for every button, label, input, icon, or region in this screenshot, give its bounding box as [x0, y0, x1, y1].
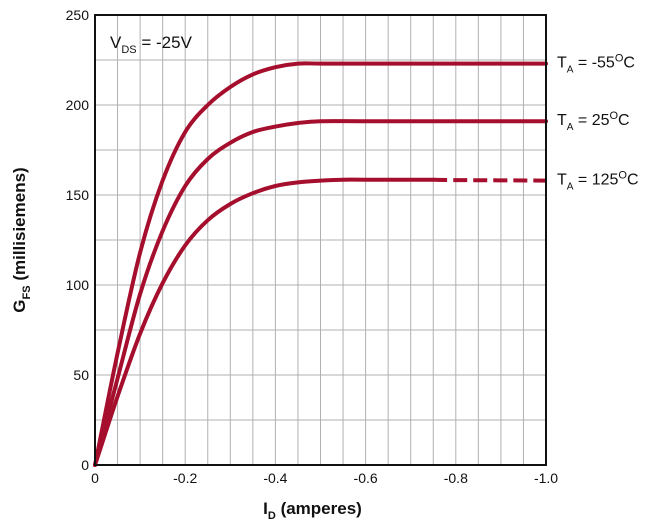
series-label: TA = -55OC [557, 53, 635, 76]
y-tick-label: 100 [66, 277, 90, 293]
grid [95, 15, 546, 465]
x-axis-label: ID (amperes) [263, 499, 362, 522]
x-tick-label: 0 [91, 470, 99, 486]
y-tick-label: 250 [66, 7, 90, 23]
x-tick-label: -0.6 [354, 470, 378, 486]
series-line [93, 119, 548, 467]
tick-labels: 0 -0.2 -0.4 -0.6 -0.8 -1.0 0 50 100 150 200 250 [66, 7, 559, 486]
y-tick-label: 150 [66, 187, 90, 203]
x-tick-label: -0.4 [263, 470, 287, 486]
series-line [93, 177, 436, 467]
y-tick-label: 0 [81, 457, 89, 473]
y-axis-label: GFS (millisiemens) [10, 167, 33, 312]
series-line-dashed [433, 177, 547, 183]
y-tick-label: 50 [73, 367, 89, 383]
series-label: TA = 25OC [557, 110, 630, 133]
x-tick-label: -0.2 [173, 470, 197, 486]
x-tick-label: -0.8 [444, 470, 468, 486]
series-line [93, 61, 548, 467]
x-tick-label: -1.0 [534, 470, 558, 486]
plot-frame [94, 14, 547, 466]
series-label: TA = 125OC [557, 170, 639, 193]
y-tick-label: 200 [66, 97, 90, 113]
series-lines [93, 61, 548, 467]
vds-annotation: VDS = -25V [110, 33, 193, 56]
series-labels: TA = -55OC TA = 25OC TA = 125OC [557, 53, 639, 193]
